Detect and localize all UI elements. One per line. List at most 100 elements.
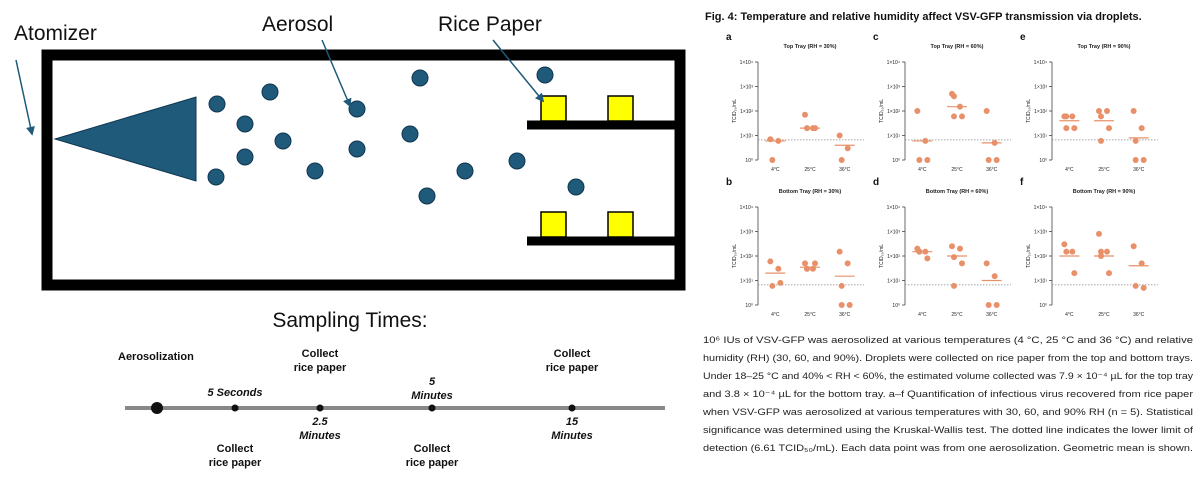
charts: a Top Tray (RH = 30%) TCID₅₀/mL 10⁰ 1×10¹ 1×1… <box>726 32 1158 318</box>
data-point <box>985 302 992 308</box>
y-tick-label: 10⁰ <box>1039 158 1047 164</box>
panel-letter: a <box>726 32 732 43</box>
particle <box>236 148 254 166</box>
panel: a Top Tray (RH = 30%) TCID₅₀/mL 10⁰ 1×10¹ 1×1… <box>726 32 864 173</box>
particle <box>348 140 366 158</box>
data-point <box>1132 282 1139 289</box>
data-point <box>769 157 776 163</box>
y-tick-label: 1×10³ <box>887 85 900 91</box>
data-point <box>844 145 851 152</box>
data-point <box>1098 113 1104 120</box>
x-tick-label: 4°C <box>1065 167 1074 173</box>
data-point <box>1130 243 1137 250</box>
data-point <box>802 260 808 267</box>
x-tick-label: 25°C <box>1098 167 1110 173</box>
particle <box>418 187 436 205</box>
particle <box>348 100 366 118</box>
aerosol-particles <box>207 66 585 205</box>
timeline-label: Aerosolization <box>118 351 194 363</box>
particle <box>401 125 419 143</box>
timeline-point <box>151 402 163 414</box>
panel-title: Top Tray (RH = 30%) <box>784 44 837 50</box>
panel-letter: b <box>726 177 732 188</box>
y-tick-label: 1×10³ <box>1034 230 1047 236</box>
caption-line: humidity (RH) (30, 60, and 90%). Droplet… <box>703 353 1193 364</box>
data-point <box>1063 248 1070 255</box>
particle <box>456 162 474 180</box>
x-tick-label: 25°C <box>804 167 816 173</box>
y-tick-label: 1×10⁴ <box>887 60 900 66</box>
caption-line: significance was determined using the Kr… <box>703 425 1193 436</box>
timeline-point <box>428 404 436 412</box>
x-tick-label: 36°C <box>986 312 998 318</box>
timeline-label: 5 Seconds <box>207 387 262 399</box>
panel-letter: e <box>1020 32 1026 43</box>
data-point <box>1096 108 1102 114</box>
y-tick-label: 1×10² <box>887 109 900 115</box>
panel-title: Bottom Tray (RH = 60%) <box>926 189 989 195</box>
x-tick-label: 36°C <box>986 167 998 173</box>
data-point <box>1138 125 1145 132</box>
timeline-label: rice paper <box>406 457 459 469</box>
y-tick-label: 1×10⁴ <box>1034 205 1047 211</box>
data-point <box>951 93 957 100</box>
particle <box>236 115 254 133</box>
panel-letter: c <box>873 32 879 43</box>
y-axis-label: TCID₅₀/mL <box>1026 99 1032 123</box>
panel-title: Bottom Tray (RH = 90%) <box>1073 189 1136 195</box>
data-point <box>836 248 843 255</box>
x-tick-label: 36°C <box>839 312 851 318</box>
timeline-label: Collect <box>414 443 451 455</box>
data-point <box>1069 113 1076 120</box>
arrow <box>321 39 352 108</box>
timeline-point <box>316 404 324 412</box>
label: Aerosol <box>262 13 333 36</box>
data-point <box>914 108 921 114</box>
x-tick-label: 36°C <box>1133 312 1145 318</box>
caption-line: when VSV-GFP was aerosolized at various … <box>702 407 1193 418</box>
data-point <box>1098 248 1104 255</box>
timeline-label: 15 <box>566 416 579 428</box>
timeline-label: Minutes <box>551 430 593 442</box>
caption: 10⁶ IUs of VSV-GFP was aerosolized at va… <box>702 335 1194 454</box>
data-point <box>1104 248 1110 255</box>
panel: d Bottom Tray (RH = 60%) TCID₅₀/mL 10⁰ 1×10¹… <box>873 177 1011 318</box>
y-tick-label: 1×10³ <box>740 230 753 236</box>
panel: e Top Tray (RH = 90%) TCID₅₀/mL 10⁰ 1×10¹ 1×1… <box>1020 32 1158 173</box>
data-point <box>993 157 1000 163</box>
data-point <box>924 255 931 262</box>
particle <box>508 152 526 170</box>
data-point <box>959 260 965 267</box>
timeline-label: Collect <box>217 443 254 455</box>
data-point <box>983 260 990 267</box>
data-point <box>993 302 1000 308</box>
y-axis-label: TCID₅₀/mL <box>879 244 885 268</box>
particle <box>567 178 585 196</box>
data-point <box>959 113 965 120</box>
timeline-point <box>568 404 576 412</box>
particle <box>261 83 279 101</box>
timeline-point <box>231 404 239 412</box>
data-point <box>1104 108 1110 114</box>
arrow <box>492 39 545 103</box>
data-point <box>991 273 998 280</box>
x-tick-label: 4°C <box>918 167 927 173</box>
data-point <box>1132 157 1139 163</box>
caption-line: detection (6.61 TCID₅₀/mL). Each data po… <box>703 443 1193 454</box>
y-tick-label: 10⁰ <box>892 303 900 309</box>
label: Atomizer <box>14 22 97 45</box>
data-point <box>836 132 843 139</box>
particle <box>208 95 226 113</box>
y-tick-label: 1×10⁴ <box>740 60 753 66</box>
timeline: Aerosolization 5 Seconds Collect rice paper… <box>118 348 599 469</box>
data-point <box>951 113 957 120</box>
panel: f Bottom Tray (RH = 90%) TCID₅₀/mL 10⁰ 1×10¹… <box>1020 177 1158 318</box>
x-tick-label: 36°C <box>839 167 851 173</box>
timeline-label: Minutes <box>299 430 341 442</box>
data-point <box>846 302 853 308</box>
y-tick-label: 10⁰ <box>1039 303 1047 309</box>
data-point <box>1140 157 1147 163</box>
x-tick-label: 25°C <box>1098 312 1110 318</box>
panel: c Top Tray (RH = 60%) TCID₅₀/mL 10⁰ 1×10¹ 1×1… <box>873 32 1011 173</box>
